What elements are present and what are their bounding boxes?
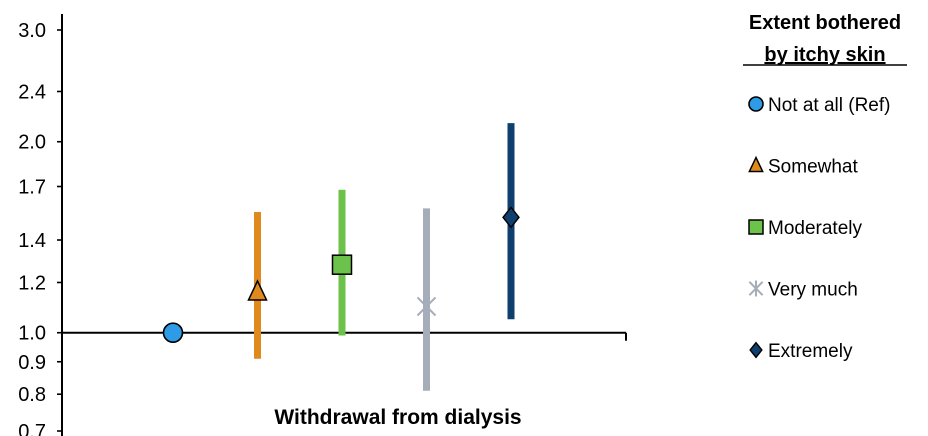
axis-layer: 3.0 2.4 2.0 1.7 1.4 1.2 1.0 0.9 0.8 0.7	[18, 14, 627, 436]
legend-marker-square	[748, 219, 764, 235]
legend: Extent bothered by itchy skin Not at all…	[743, 12, 907, 362]
y-tick-label: 0.9	[18, 352, 46, 374]
y-tick-label: 0.7	[18, 421, 46, 436]
legend-label: Moderately	[768, 218, 862, 239]
legend-title-line2: by itchy skin	[764, 44, 885, 66]
legend-items: Not at all (Ref) Somewhat Moderately Very m…	[748, 95, 890, 362]
point-diamond	[502, 206, 520, 229]
y-tick-label: 1.7	[18, 177, 46, 199]
legend-marker-circle	[748, 96, 764, 112]
x-axis-label: Withdrawal from dialysis	[274, 406, 521, 429]
y-tick-label: 2.0	[18, 132, 46, 154]
legend-marker-triangle	[748, 155, 764, 173]
y-tick-label: 1.2	[18, 272, 46, 294]
legend-marker-diamond	[749, 341, 763, 359]
point-star	[416, 295, 437, 318]
y-tick-label: 3.0	[18, 20, 46, 42]
legend-label: Somewhat	[768, 157, 858, 178]
point-square	[331, 254, 353, 275]
y-tick-label: 0.8	[18, 384, 46, 406]
legend-marker-star	[748, 280, 764, 297]
confidence-intervals	[254, 123, 515, 391]
legend-label: Very much	[768, 280, 858, 301]
point-estimates	[162, 206, 520, 344]
point-triangle	[247, 279, 268, 301]
y-tick-label: 1.4	[18, 230, 46, 252]
y-tick-label: 1.0	[18, 323, 46, 345]
y-tick-label: 2.4	[18, 81, 46, 103]
point-circle	[162, 322, 184, 344]
legend-title-line1: Extent bothered	[749, 12, 901, 34]
legend-label: Not at all (Ref)	[768, 95, 890, 116]
legend-label: Extremely	[768, 341, 853, 362]
